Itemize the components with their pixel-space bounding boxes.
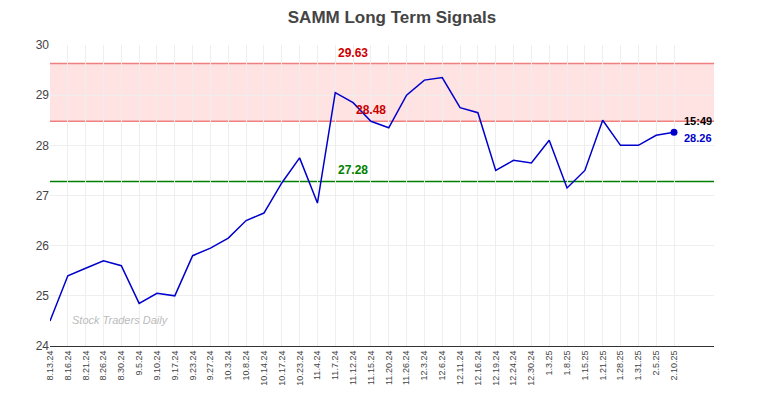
svg-text:9.27.24: 9.27.24 — [205, 351, 215, 381]
svg-text:10.23.24: 10.23.24 — [295, 351, 305, 386]
svg-text:26: 26 — [36, 239, 50, 253]
svg-text:1.8.25: 1.8.25 — [562, 351, 572, 376]
svg-text:10.14.24: 10.14.24 — [259, 351, 269, 386]
svg-text:12.24.24: 12.24.24 — [508, 351, 518, 386]
svg-text:9.5.24: 9.5.24 — [134, 351, 144, 376]
svg-text:1.28.25: 1.28.25 — [615, 351, 625, 381]
svg-text:1.15.25: 1.15.25 — [580, 351, 590, 381]
svg-text:11.7.24: 11.7.24 — [330, 351, 340, 380]
svg-text:8.16.24: 8.16.24 — [63, 351, 73, 381]
svg-text:11.12.24: 11.12.24 — [348, 351, 358, 385]
svg-text:12.19.24: 12.19.24 — [491, 351, 501, 386]
svg-text:10.17.24: 10.17.24 — [277, 351, 287, 386]
svg-text:27.28: 27.28 — [338, 163, 368, 177]
svg-text:8.13.24: 8.13.24 — [45, 351, 55, 381]
svg-text:1.21.25: 1.21.25 — [598, 351, 608, 381]
svg-text:9.23.24: 9.23.24 — [188, 351, 198, 381]
svg-text:29.63: 29.63 — [338, 46, 368, 60]
svg-text:2.10.25: 2.10.25 — [669, 351, 679, 381]
svg-text:25: 25 — [36, 289, 50, 303]
svg-text:10.3.24: 10.3.24 — [223, 351, 233, 381]
svg-text:12.3.24: 12.3.24 — [419, 351, 429, 381]
svg-text:12.11.24: 12.11.24 — [455, 351, 465, 385]
svg-text:30: 30 — [36, 38, 50, 52]
svg-text:11.15.24: 11.15.24 — [366, 351, 376, 385]
svg-text:1.3.25: 1.3.25 — [544, 351, 554, 376]
svg-text:27: 27 — [36, 189, 50, 203]
svg-text:28.26: 28.26 — [684, 132, 712, 144]
svg-text:SAMM Long Term Signals: SAMM Long Term Signals — [288, 8, 496, 27]
svg-text:9.17.24: 9.17.24 — [170, 351, 180, 381]
svg-text:15:49: 15:49 — [684, 115, 712, 127]
svg-text:8.26.24: 8.26.24 — [98, 351, 108, 381]
svg-text:12.30.24: 12.30.24 — [526, 351, 536, 386]
svg-text:8.30.24: 8.30.24 — [116, 351, 126, 381]
svg-text:12.16.24: 12.16.24 — [473, 351, 483, 386]
svg-text:8.21.24: 8.21.24 — [81, 351, 91, 381]
svg-text:29: 29 — [36, 88, 50, 102]
svg-text:24: 24 — [36, 339, 50, 353]
svg-text:11.26.24: 11.26.24 — [401, 351, 411, 385]
svg-text:10.8.24: 10.8.24 — [241, 351, 251, 381]
svg-text:2.5.25: 2.5.25 — [651, 351, 661, 376]
svg-text:1.31.25: 1.31.25 — [633, 351, 643, 381]
svg-text:11.20.24: 11.20.24 — [384, 351, 394, 385]
svg-text:12.6.24: 12.6.24 — [437, 351, 447, 381]
svg-text:11.4.24: 11.4.24 — [312, 351, 322, 380]
svg-text:9.10.24: 9.10.24 — [152, 351, 162, 381]
svg-text:Stock Traders Daily: Stock Traders Daily — [72, 314, 169, 326]
svg-text:28: 28 — [36, 139, 50, 153]
svg-text:28.48: 28.48 — [356, 103, 386, 117]
